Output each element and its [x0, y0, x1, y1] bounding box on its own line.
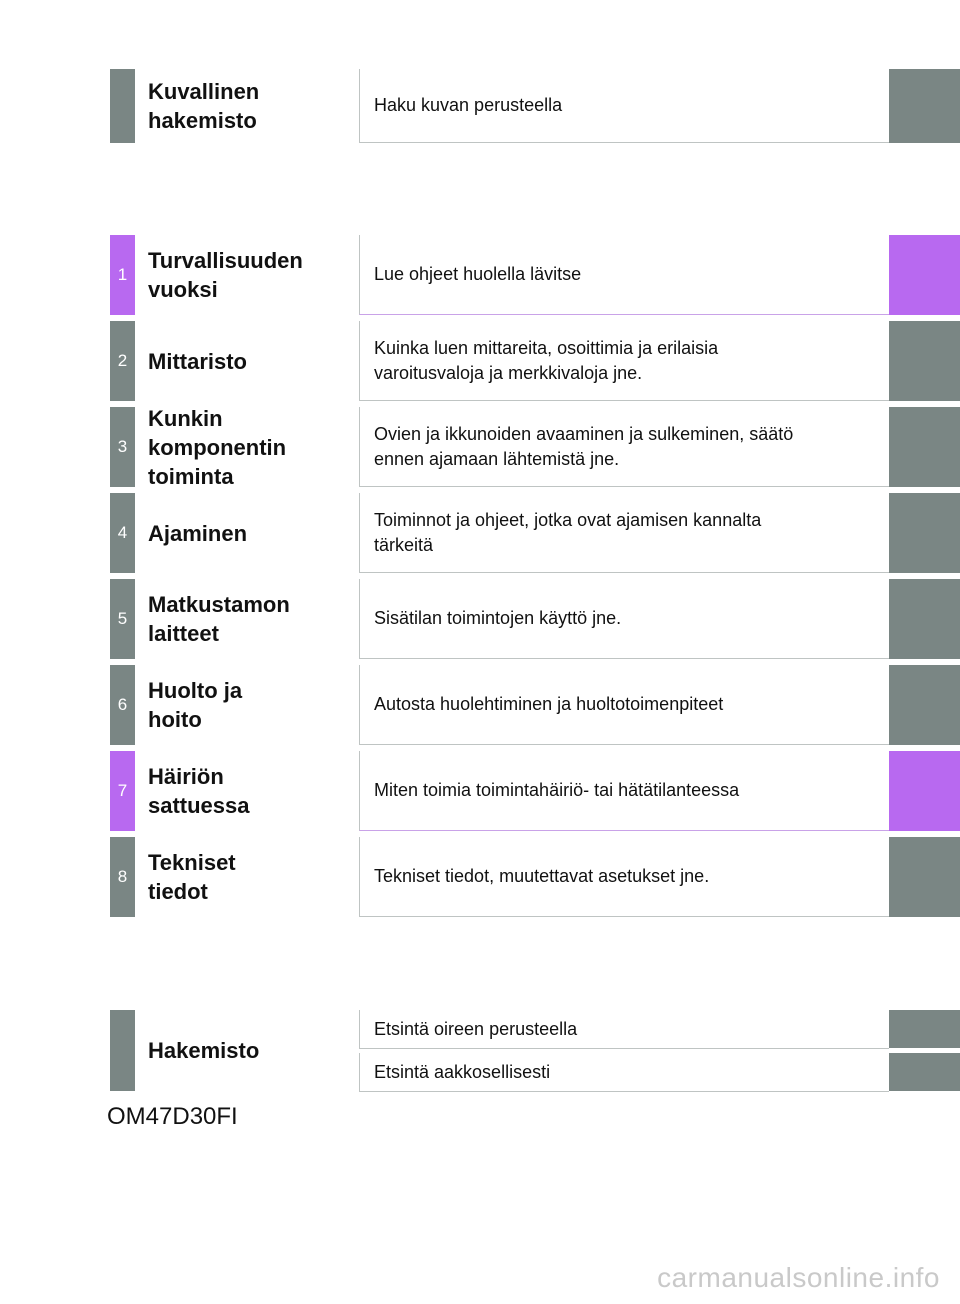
- pictorial-index-title: Kuvallinen hakemisto: [148, 79, 260, 133]
- section-bar: [110, 69, 135, 143]
- index-tab-symptom[interactable]: [889, 1010, 960, 1048]
- chapter-tab[interactable]: [889, 837, 960, 917]
- chapter-bar: 1: [110, 235, 135, 315]
- chapter-bar: 7: [110, 751, 135, 831]
- chapter-description: Ovien ja ikkunoiden avaaminen ja sulkemi…: [359, 407, 889, 487]
- chapter-row-2[interactable]: 2 Mittaristo Kuinka luen mittareita, oso…: [110, 321, 960, 401]
- index-row: Hakemisto Etsintä oireen perusteella Ets…: [110, 1010, 960, 1092]
- chapter-row-1[interactable]: 1 Turvallisuuden vuoksi Lue ohjeet huole…: [110, 235, 960, 315]
- index-tab-alphabetical[interactable]: [889, 1053, 960, 1091]
- chapter-number: 8: [117, 867, 128, 886]
- chapter-row-6[interactable]: 6 Huolto ja hoito Autosta huolehtiminen …: [110, 665, 960, 745]
- section-tab[interactable]: [889, 69, 960, 143]
- chapter-tab[interactable]: [889, 751, 960, 831]
- chapter-title: Ajaminen: [148, 520, 248, 546]
- chapter-number: 3: [117, 437, 128, 456]
- index-item-alphabetical[interactable]: Etsintä aakkosellisesti: [359, 1053, 889, 1092]
- watermark: carmanualsonline.info: [657, 1262, 940, 1293]
- chapter-tab[interactable]: [889, 407, 960, 487]
- chapter-number: 4: [117, 523, 128, 542]
- chapter-description: Autosta huolehtiminen ja huoltotoimenpit…: [359, 665, 889, 745]
- chapter-bar: 4: [110, 493, 135, 573]
- chapter-description: Toiminnot ja ohjeet, jotka ovat ajamisen…: [359, 493, 889, 573]
- chapter-row-4[interactable]: 4 Ajaminen Toiminnot ja ohjeet, jotka ov…: [110, 493, 960, 573]
- chapter-title: Kunkin komponentin toiminta: [148, 405, 287, 489]
- chapter-description: Kuinka luen mittareita, osoittimia ja er…: [359, 321, 889, 401]
- chapter-bar: 3: [110, 407, 135, 487]
- chapter-bar: 8: [110, 837, 135, 917]
- pictorial-index-row[interactable]: Kuvallinen hakemisto Haku kuvan perustee…: [110, 69, 960, 143]
- chapter-tab[interactable]: [889, 579, 960, 659]
- chapter-description: Miten toimia toimintahäiriö- tai hätätil…: [359, 751, 889, 831]
- chapter-row-7[interactable]: 7 Häiriön sattuessa Miten toimia toimint…: [110, 751, 960, 831]
- chapter-number: 6: [117, 695, 128, 714]
- chapter-title: Huolto ja hoito: [148, 678, 243, 732]
- chapter-title: Häiriön sattuessa: [148, 764, 250, 818]
- chapter-description: Tekniset tiedot, muutettavat asetukset j…: [359, 837, 889, 917]
- chapter-row-8[interactable]: 8 Tekniset tiedot Tekniset tiedot, muute…: [110, 837, 960, 917]
- chapter-bar: 2: [110, 321, 135, 401]
- chapter-number: 1: [117, 265, 128, 284]
- chapter-row-3[interactable]: 3 Kunkin komponentin toiminta Ovien ja i…: [110, 405, 960, 489]
- chapter-description: Lue ohjeet huolella lävitse: [359, 235, 889, 315]
- chapter-number: 2: [117, 351, 128, 370]
- chapter-bar: 5: [110, 579, 135, 659]
- chapter-title: Tekniset tiedot: [148, 850, 236, 904]
- chapter-tab[interactable]: [889, 321, 960, 401]
- document-code: OM47D30FI: [107, 1103, 238, 1130]
- chapter-tab[interactable]: [889, 235, 960, 315]
- chapter-description: Sisätilan toimintojen käyttö jne.: [359, 579, 889, 659]
- chapter-tab[interactable]: [889, 665, 960, 745]
- chapter-number: 7: [117, 781, 128, 800]
- chapter-bar: 6: [110, 665, 135, 745]
- chapter-title: Matkustamon laitteet: [148, 592, 290, 646]
- chapter-tab[interactable]: [889, 493, 960, 573]
- chapter-title: Mittaristo: [148, 348, 247, 374]
- section-bar: [110, 1010, 135, 1091]
- index-item-symptom-search[interactable]: Etsintä oireen perusteella: [359, 1010, 889, 1049]
- chapter-number: 5: [117, 609, 128, 628]
- pictorial-index-description: Haku kuvan perusteella: [359, 69, 889, 143]
- chapter-title: Turvallisuuden vuoksi: [148, 248, 303, 302]
- index-title: Hakemisto: [148, 1038, 260, 1063]
- chapter-row-5[interactable]: 5 Matkustamon laitteet Sisätilan toimint…: [110, 579, 960, 659]
